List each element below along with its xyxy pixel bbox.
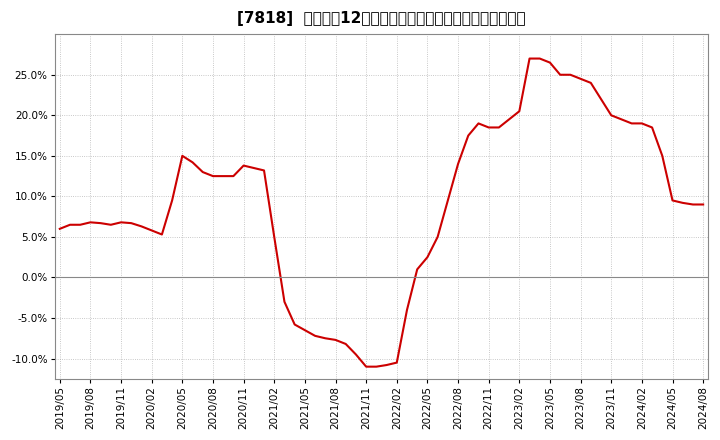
Title: [7818]  売上高の12か月移動合計の対前年同期増減率の推移: [7818] 売上高の12か月移動合計の対前年同期増減率の推移: [237, 11, 526, 26]
